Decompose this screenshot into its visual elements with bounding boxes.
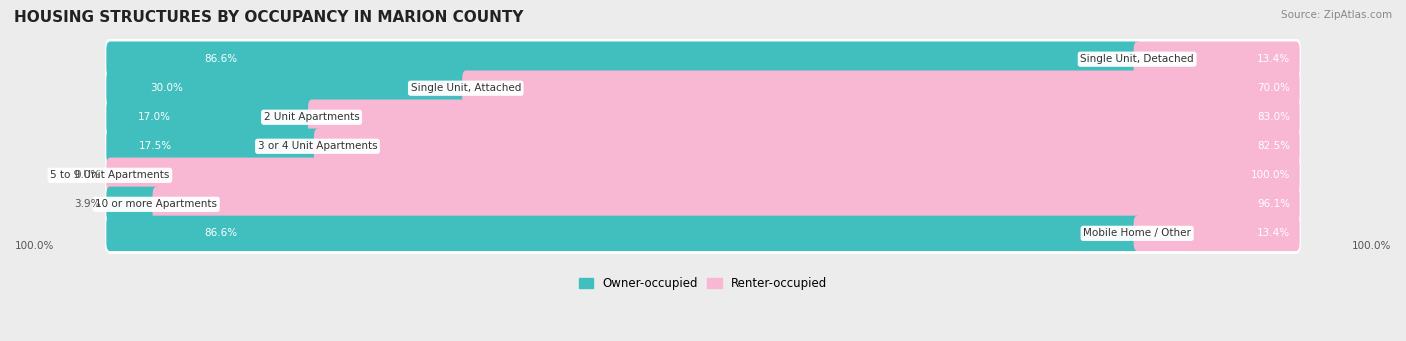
FancyBboxPatch shape bbox=[1133, 216, 1299, 251]
Text: 83.0%: 83.0% bbox=[1257, 112, 1291, 122]
FancyBboxPatch shape bbox=[105, 39, 1301, 80]
Text: 0.0%: 0.0% bbox=[75, 170, 100, 180]
FancyBboxPatch shape bbox=[107, 187, 160, 222]
Text: 100.0%: 100.0% bbox=[15, 241, 55, 251]
Text: 86.6%: 86.6% bbox=[204, 228, 238, 238]
Legend: Owner-occupied, Renter-occupied: Owner-occupied, Renter-occupied bbox=[574, 272, 832, 295]
Text: 3.9%: 3.9% bbox=[75, 199, 100, 209]
Text: 96.1%: 96.1% bbox=[1257, 199, 1291, 209]
FancyBboxPatch shape bbox=[105, 155, 1301, 196]
Text: Single Unit, Attached: Single Unit, Attached bbox=[411, 83, 522, 93]
Text: 86.6%: 86.6% bbox=[204, 54, 238, 64]
Text: 13.4%: 13.4% bbox=[1257, 228, 1291, 238]
FancyBboxPatch shape bbox=[1133, 42, 1299, 77]
Text: 17.0%: 17.0% bbox=[138, 112, 172, 122]
Text: 100.0%: 100.0% bbox=[1351, 241, 1391, 251]
FancyBboxPatch shape bbox=[105, 68, 1301, 109]
FancyBboxPatch shape bbox=[308, 100, 1299, 135]
Text: Single Unit, Detached: Single Unit, Detached bbox=[1080, 54, 1194, 64]
Text: 100.0%: 100.0% bbox=[1251, 170, 1291, 180]
Text: 17.5%: 17.5% bbox=[138, 141, 172, 151]
Text: 10 or more Apartments: 10 or more Apartments bbox=[96, 199, 217, 209]
Text: 30.0%: 30.0% bbox=[150, 83, 183, 93]
FancyBboxPatch shape bbox=[107, 42, 1140, 77]
Text: Mobile Home / Other: Mobile Home / Other bbox=[1083, 228, 1191, 238]
FancyBboxPatch shape bbox=[463, 71, 1299, 106]
Text: 5 to 9 Unit Apartments: 5 to 9 Unit Apartments bbox=[51, 170, 170, 180]
FancyBboxPatch shape bbox=[107, 71, 470, 106]
Text: 82.5%: 82.5% bbox=[1257, 141, 1291, 151]
Text: 2 Unit Apartments: 2 Unit Apartments bbox=[264, 112, 360, 122]
Text: 3 or 4 Unit Apartments: 3 or 4 Unit Apartments bbox=[257, 141, 377, 151]
Text: HOUSING STRUCTURES BY OCCUPANCY IN MARION COUNTY: HOUSING STRUCTURES BY OCCUPANCY IN MARIO… bbox=[14, 10, 523, 25]
FancyBboxPatch shape bbox=[105, 184, 1301, 225]
FancyBboxPatch shape bbox=[105, 126, 1301, 167]
Text: 13.4%: 13.4% bbox=[1257, 54, 1291, 64]
FancyBboxPatch shape bbox=[107, 129, 321, 164]
Text: 70.0%: 70.0% bbox=[1257, 83, 1291, 93]
FancyBboxPatch shape bbox=[107, 158, 1299, 193]
Text: Source: ZipAtlas.com: Source: ZipAtlas.com bbox=[1281, 10, 1392, 20]
FancyBboxPatch shape bbox=[107, 216, 1140, 251]
FancyBboxPatch shape bbox=[153, 187, 1299, 222]
FancyBboxPatch shape bbox=[107, 100, 315, 135]
FancyBboxPatch shape bbox=[105, 97, 1301, 138]
FancyBboxPatch shape bbox=[314, 129, 1299, 164]
FancyBboxPatch shape bbox=[105, 213, 1301, 254]
